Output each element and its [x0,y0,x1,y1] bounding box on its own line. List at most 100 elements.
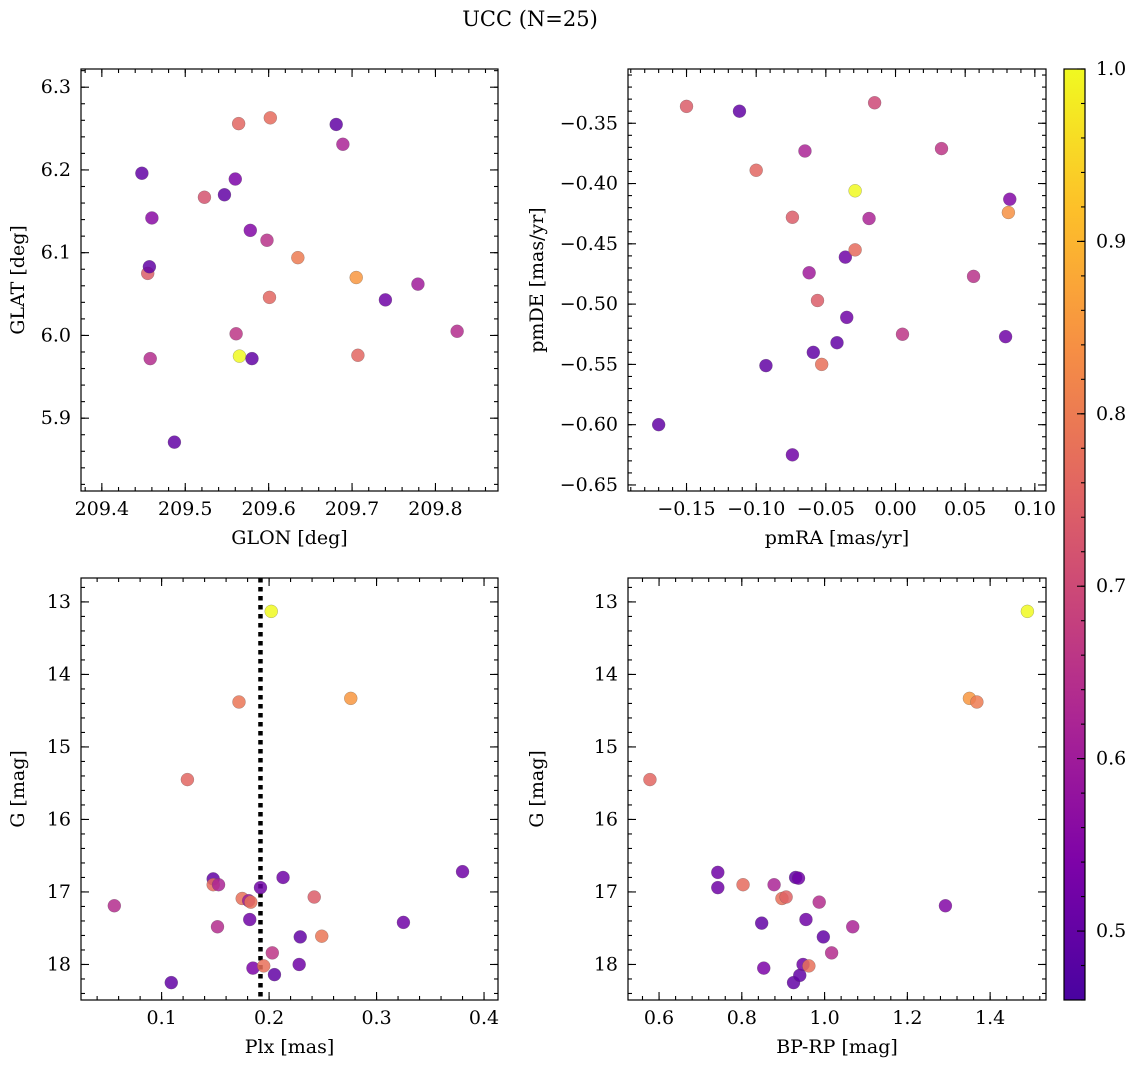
y-axis-label: pmDE [mas/yr] [526,207,548,352]
scatter-point [450,324,464,339]
scatter-point [848,184,862,198]
scatter-point [260,233,274,247]
y-tick-label: 5.9 [41,407,71,429]
scatter-point [232,349,247,363]
scatter-point [135,166,149,180]
scatter-point [824,946,839,960]
scatter-panel-3: 0.1 0.2 0.3 0.4 13 14 15 16 17 18 Plx [mas] G [mag] [7,577,499,1058]
y-tick-label: −0.35 [560,112,618,134]
scatter-point [802,959,816,973]
scatter-panel-2: −0.15 −0.10 −0.05 0.00 0.05 0.10 −0.65 −0.60 −0.… [526,68,1056,549]
scatter-point [966,269,981,284]
y-tick-label: 15 [594,736,618,758]
y-tick-label: 16 [47,808,71,830]
scatter-point [651,417,666,432]
scatter-point [253,880,268,895]
y-tick-label: 18 [594,953,618,975]
scatter-point [643,772,657,787]
x-tick-label: 0.00 [874,498,916,520]
colorbar: 0.5 0.6 0.7 0.8 0.9 1.0 [1063,58,1126,1001]
y-tick-label: −0.45 [560,233,618,255]
scatter-point [840,310,854,325]
y-tick-label: 6.0 [41,324,71,346]
y-tick-label: −0.60 [560,414,618,436]
y-tick-label: 16 [594,808,618,830]
scatter-point [830,335,844,350]
scatter-point [798,144,812,158]
scatter-point [812,895,826,909]
scatter-point [785,210,800,225]
x-tick-label: 209.8 [408,498,462,520]
y-tick-label: 18 [47,953,71,975]
scatter-point [378,293,393,307]
x-tick-label: −0.05 [797,498,855,520]
scatter-point [895,327,910,341]
y-tick-label: 17 [47,881,71,903]
scatter-point [107,899,122,913]
scatter-point [757,961,771,975]
scatter-point [779,890,793,904]
scatter-point [846,920,860,934]
scatter-point [211,878,226,892]
y-tick-label: −0.55 [560,353,618,375]
y-tick-label: 13 [594,591,618,613]
y-tick-label: 14 [47,663,71,685]
scatter-point [143,351,157,366]
scatter-point [307,890,321,904]
colorbar-tick-label: 1.0 [1096,58,1126,80]
x-tick-label: −0.10 [727,498,785,520]
scatter-point [245,351,259,366]
scatter-point [293,930,307,944]
x-axis-label: pmRA [mas/yr] [765,527,909,549]
scatter-point [228,172,242,186]
scatter-point [749,163,763,177]
scatter-point [229,327,243,341]
scatter-point [167,435,182,449]
scatter-point [411,277,425,291]
scatter-point [998,329,1013,344]
y-tick-label: 6.1 [41,242,71,264]
y-tick-label: −0.50 [560,293,618,315]
scatter-point [711,880,725,895]
scatter-point [264,604,278,619]
scatter-point [816,930,831,944]
scatter-point [814,357,829,372]
colorbar-frame [1063,68,1086,1001]
scatter-point [262,290,277,305]
scatter-point [848,243,862,257]
scatter-point [329,117,343,132]
scatter-point [736,878,750,892]
scatter-point [1020,604,1035,619]
x-tick-label: 1.4 [975,1007,1005,1029]
scatter-point [759,358,773,373]
scatter-point [145,211,159,225]
scatter-point [197,190,212,204]
colorbar-tick-label: 0.9 [1096,230,1126,252]
scatter-point [210,920,225,934]
scatter-point [838,250,853,264]
x-tick-label: 209.6 [241,498,295,520]
scatter-point [315,929,329,943]
y-tick-label: 13 [47,591,71,613]
scatter-panel-4: 0.6 0.8 1.0 1.2 1.4 13 14 15 16 17 18 BP-RP [mag] G … [526,577,1047,1058]
colorbar-tick-label: 0.5 [1096,920,1126,942]
x-tick-label: 0.1 [146,1007,176,1029]
scatter-point [180,772,195,787]
scatter-point [257,959,271,973]
y-axis-label: G [mag] [526,750,548,828]
y-tick-label: 6.3 [41,76,71,98]
scatter-point [970,695,984,709]
scatter-point [344,691,358,706]
scatter-point [711,865,725,880]
scatter-point [267,967,282,982]
x-tick-label: 0.6 [644,1007,674,1029]
scatter-point [679,99,694,114]
scatter-point [1003,192,1017,206]
x-tick-label: 209.7 [325,498,379,520]
scatter-point [142,260,157,274]
panels: 209.4 209.5 209.6 209.7 209.8 5.9 6.0 6.1 6.2 6.3… [7,68,1056,1058]
x-tick-label: 1.0 [809,1007,839,1029]
x-axis-label: GLON [deg] [231,527,347,549]
scatter-point [351,348,365,362]
